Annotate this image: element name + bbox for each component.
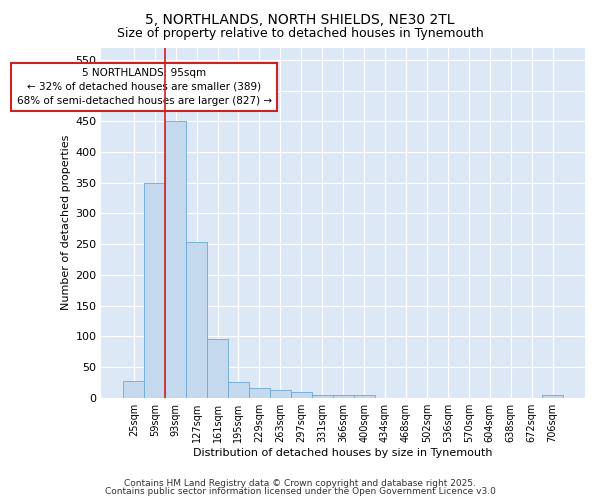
- Bar: [332, 394, 353, 398]
- Bar: [228, 382, 249, 398]
- X-axis label: Distribution of detached houses by size in Tynemouth: Distribution of detached houses by size …: [193, 448, 493, 458]
- Bar: [144, 182, 165, 398]
- Bar: [270, 390, 291, 398]
- Bar: [542, 394, 563, 398]
- Bar: [249, 388, 270, 398]
- Bar: [207, 340, 228, 398]
- Y-axis label: Number of detached properties: Number of detached properties: [61, 135, 71, 310]
- Text: Size of property relative to detached houses in Tynemouth: Size of property relative to detached ho…: [116, 28, 484, 40]
- Text: 5 NORTHLANDS: 95sqm
← 32% of detached houses are smaller (389)
68% of semi-detac: 5 NORTHLANDS: 95sqm ← 32% of detached ho…: [17, 68, 272, 106]
- Bar: [186, 242, 207, 398]
- Text: Contains public sector information licensed under the Open Government Licence v3: Contains public sector information licen…: [104, 487, 496, 496]
- Text: Contains HM Land Registry data © Crown copyright and database right 2025.: Contains HM Land Registry data © Crown c…: [124, 478, 476, 488]
- Bar: [312, 394, 332, 398]
- Bar: [353, 394, 374, 398]
- Bar: [291, 392, 312, 398]
- Text: 5, NORTHLANDS, NORTH SHIELDS, NE30 2TL: 5, NORTHLANDS, NORTH SHIELDS, NE30 2TL: [145, 12, 455, 26]
- Bar: [123, 380, 144, 398]
- Bar: [165, 121, 186, 398]
